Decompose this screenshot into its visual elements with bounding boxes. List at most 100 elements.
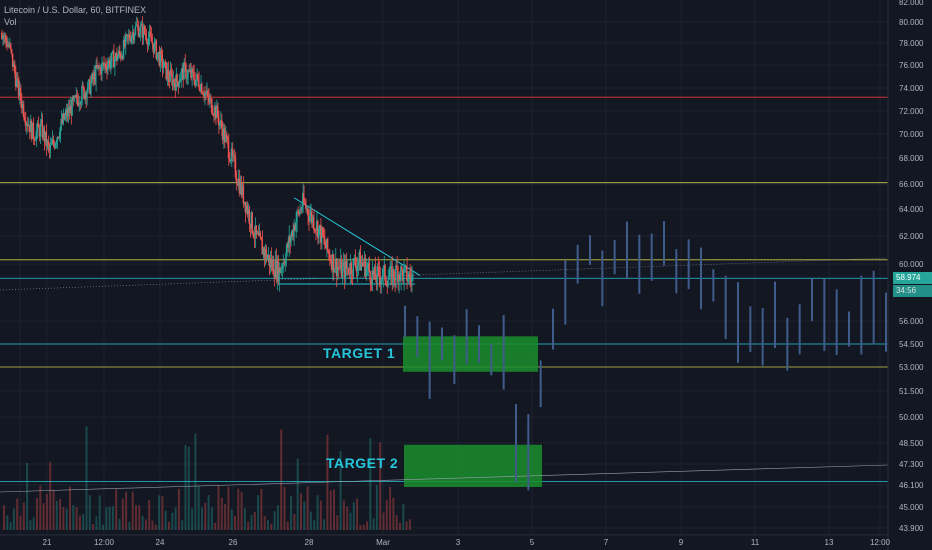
target-box-1: [403, 336, 538, 372]
candle-body: [207, 91, 209, 97]
candle-body: [224, 134, 227, 142]
candle-body: [55, 142, 57, 144]
price-tick-label: 51.500: [899, 387, 924, 396]
candle-body: [273, 274, 275, 278]
candle-body: [49, 144, 51, 151]
volume-bar: [217, 485, 220, 530]
candle-body: [28, 125, 31, 133]
candle-body: [338, 267, 341, 269]
candle-body: [12, 63, 15, 67]
candle-body: [158, 51, 160, 66]
price-axis[interactable]: 80.000 78.000 76.000 74.000 72.000 70.000 68.0…: [887, 0, 924, 550]
candle-body: [289, 235, 291, 243]
candle-body: [84, 92, 86, 99]
candle-body: [130, 36, 133, 42]
candle-body: [64, 114, 66, 120]
candle-body: [175, 74, 177, 91]
candle-body: [121, 56, 124, 59]
candle-body: [246, 205, 249, 215]
volume-bar: [158, 495, 161, 530]
candle-body: [195, 79, 197, 86]
candle-body: [214, 106, 217, 118]
candle-body: [119, 53, 122, 59]
time-axis[interactable]: 21 12:00 24 26 28 Mar 3 5 7 9 11 13 12:00: [0, 534, 891, 547]
candle-body: [372, 270, 374, 276]
candle-body: [355, 265, 357, 272]
candle-body: [248, 209, 250, 225]
candle-body: [60, 119, 62, 128]
volume-bar: [128, 521, 131, 530]
candle-body: [71, 97, 73, 116]
candle-body: [114, 52, 117, 59]
volume-bar: [309, 511, 312, 530]
candle-body: [179, 80, 181, 83]
candle-body: [344, 261, 347, 279]
volume-bar: [267, 519, 269, 530]
price-tick-label: 53.000: [899, 363, 924, 372]
candle-body: [15, 79, 18, 87]
candle-body: [330, 261, 333, 270]
candle-body: [1, 32, 3, 40]
candle-body: [145, 35, 147, 42]
candle-body: [96, 64, 98, 68]
candle-body: [251, 212, 253, 233]
candle-body: [340, 259, 343, 278]
volume-indicator-label[interactable]: Vol: [4, 17, 17, 27]
candle-body: [122, 39, 125, 59]
candle-body: [409, 273, 411, 278]
candle-body: [76, 94, 78, 101]
candle-body: [32, 122, 35, 140]
volume-bar: [290, 496, 293, 530]
candle-body: [294, 225, 296, 231]
volume-bar: [177, 488, 180, 530]
candle-body: [205, 92, 207, 94]
symbol-title[interactable]: Litecoin / U.S. Dollar, 60, BITFINEX: [4, 5, 147, 15]
candle-body: [89, 79, 91, 94]
candle-body: [382, 268, 384, 277]
candle-body: [202, 93, 204, 95]
candle-body: [408, 273, 410, 280]
volume-bar: [240, 491, 243, 530]
candle-body: [342, 262, 345, 267]
candle-body: [149, 31, 151, 36]
candle-body: [231, 148, 234, 157]
candle-body: [87, 81, 89, 93]
horizontal-levels: [0, 96, 888, 482]
candle-body: [237, 178, 240, 186]
candle-body: [170, 70, 172, 75]
volume-bar: [405, 521, 408, 530]
candle-body: [152, 43, 154, 53]
volume-bar: [154, 524, 157, 530]
candle-body: [53, 143, 55, 148]
candle-body: [166, 69, 168, 80]
volume-bar: [214, 522, 217, 530]
candle-body: [80, 100, 82, 105]
candle-body: [208, 98, 211, 102]
volume-bar: [168, 521, 170, 530]
volume-bar: [6, 515, 9, 530]
candle-body: [403, 267, 405, 282]
candle-body: [140, 24, 143, 26]
candle-body: [312, 216, 315, 230]
candle-body: [374, 266, 376, 280]
price-tick-label: 64.000: [899, 205, 924, 214]
volume-bar: [230, 509, 233, 530]
candle-body: [178, 82, 180, 87]
candle-body: [90, 82, 92, 94]
candle-body: [165, 62, 167, 80]
candle-body: [127, 34, 130, 37]
candle-body: [295, 221, 297, 231]
candle-body: [4, 35, 7, 41]
candle-body: [301, 207, 303, 210]
candle-body: [150, 35, 152, 42]
candle-body: [357, 261, 359, 266]
candle-body: [173, 79, 175, 84]
volume-bar: [62, 506, 65, 530]
candle-body: [283, 262, 285, 265]
candle-body: [120, 56, 123, 59]
projection-bars: [404, 221, 887, 491]
candle-body: [321, 227, 324, 237]
candle-body: [141, 24, 144, 38]
